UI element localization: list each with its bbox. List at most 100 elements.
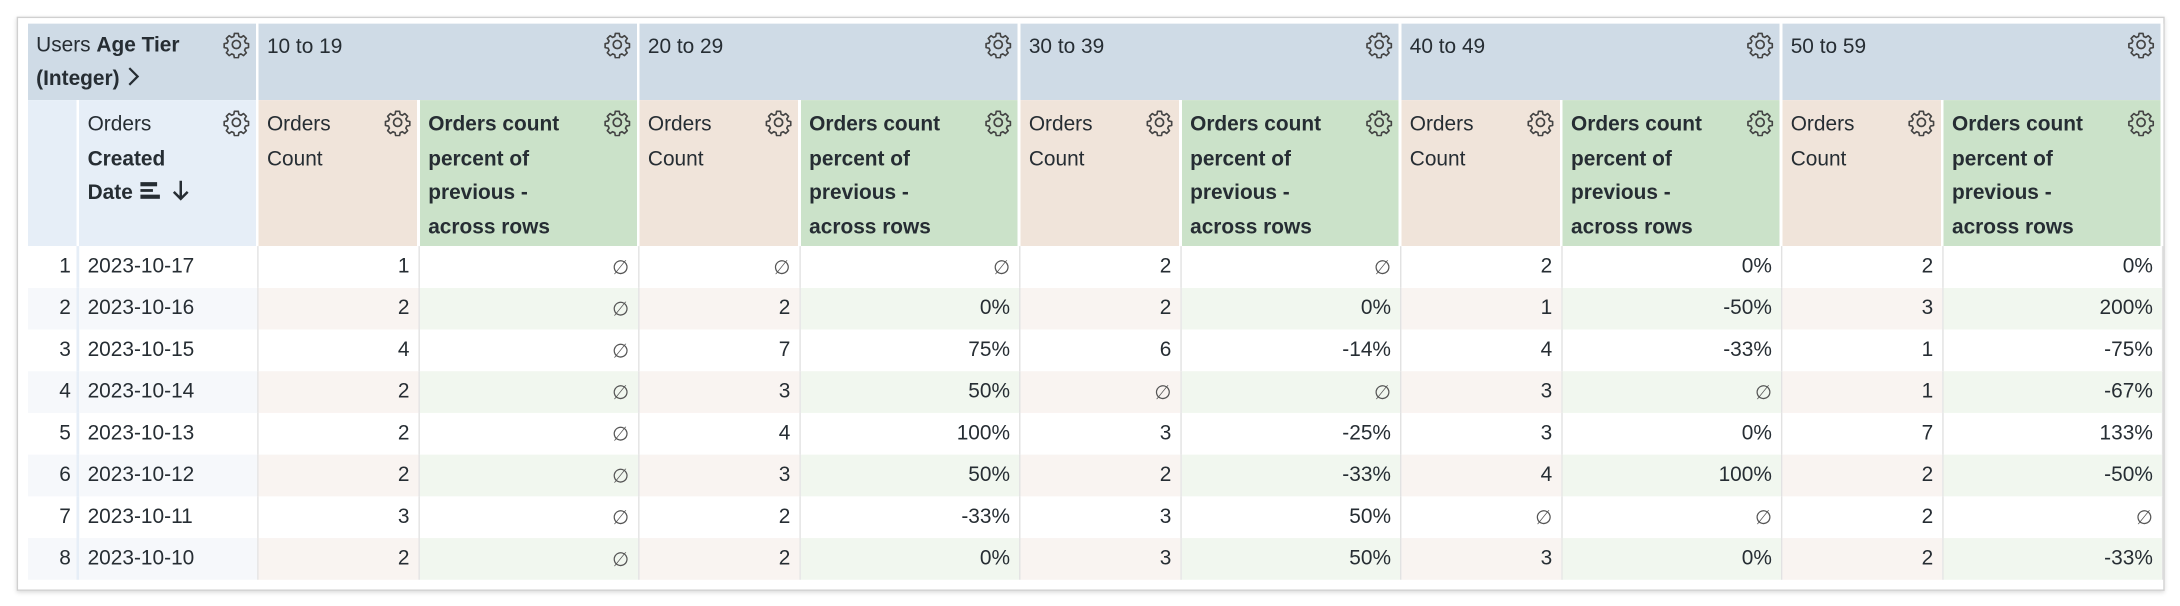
orders-percent-cell: 0%	[799, 287, 1020, 330]
orders-count-cell: 2	[257, 412, 420, 455]
measure-label: Count	[1028, 146, 1085, 171]
row-number: 3	[27, 329, 80, 372]
measure-label: Orders	[1790, 112, 1855, 137]
tier-header[interactable]: 50 to 59	[1780, 23, 2164, 101]
orders-percent-cell: 100%	[1561, 454, 1782, 497]
tier-header[interactable]: 40 to 49	[1400, 23, 1783, 101]
orders-count-cell: ∅	[1019, 371, 1182, 413]
tier-settings-gear-icon[interactable]	[984, 31, 1012, 59]
dimension-settings-gear-icon[interactable]	[222, 108, 250, 137]
measure-label: Orders count	[1951, 112, 2083, 137]
row-number: 8	[27, 538, 80, 580]
tier-label: 20 to 29	[647, 34, 724, 59]
orders-count-cell: 2	[1780, 454, 1943, 497]
arrow-down-icon[interactable]	[171, 179, 190, 201]
measure-label: percent of	[809, 146, 910, 171]
tier-settings-gear-icon[interactable]	[2127, 31, 2155, 59]
measure-settings-gear-icon[interactable]	[1527, 108, 1555, 137]
tier-settings-gear-icon[interactable]	[1746, 31, 1774, 59]
orders-percent-cell: 50%	[1180, 538, 1401, 580]
tier-header[interactable]: 10 to 19	[257, 23, 640, 101]
pivot-dimension-header[interactable]: Users Age Tier (Integer)	[27, 23, 259, 101]
orders-percent-cell: -33%	[1180, 454, 1401, 497]
tier-header[interactable]: 20 to 29	[638, 23, 1021, 101]
orders-count-cell: 4	[1400, 329, 1563, 372]
orders-count-cell: 3	[1400, 412, 1563, 455]
orders-percent-cell: 0%	[1942, 246, 2163, 288]
orders-percent-cell: -25%	[1180, 412, 1401, 455]
tier-settings-gear-icon[interactable]	[1365, 31, 1393, 59]
orders-count-header[interactable]: Orders Count	[638, 100, 801, 247]
created-date-cell: 2023-10-14	[77, 371, 258, 413]
orders-count-header[interactable]: Orders Count	[1780, 100, 1944, 247]
measure-settings-gear-icon[interactable]	[1907, 108, 1935, 137]
measure-settings-gear-icon[interactable]	[603, 108, 631, 137]
measure-label: Count	[1409, 146, 1466, 171]
orders-percent-cell: 200%	[1942, 287, 2163, 330]
row-number: 5	[27, 412, 80, 455]
orders-count-cell: 7	[1780, 412, 1943, 455]
dimension-header-created-date[interactable]: Orders Created Date	[77, 100, 259, 247]
orders-percent-header[interactable]: Orders count percent of previous - across r…	[1942, 100, 2164, 247]
table-row: 1 2023-10-17 1 ∅ ∅ ∅ 2 ∅ 2 0% 2 0%	[27, 246, 2163, 288]
orders-count-cell: 2	[1019, 454, 1182, 497]
orders-percent-cell: -33%	[1942, 538, 2163, 580]
orders-count-cell: 1	[1780, 371, 1943, 413]
measure-settings-gear-icon[interactable]	[765, 108, 793, 137]
measure-settings-gear-icon[interactable]	[2127, 108, 2155, 137]
tier-label: 50 to 59	[1790, 34, 1867, 59]
orders-count-cell: 2	[1780, 538, 1943, 580]
dimension-label: Orders	[87, 112, 152, 137]
measure-settings-gear-icon[interactable]	[384, 108, 412, 137]
tier-settings-gear-icon[interactable]	[603, 31, 631, 59]
measure-label: previous -	[1951, 180, 2052, 205]
chevron-right-icon[interactable]	[125, 67, 142, 86]
orders-count-cell: 3	[638, 454, 801, 497]
orders-percent-header[interactable]: Orders count percent of previous - across r…	[799, 100, 1021, 247]
tier-header[interactable]: 30 to 39	[1019, 23, 1402, 101]
orders-count-cell: 2	[257, 538, 420, 580]
orders-count-header[interactable]: Orders Count	[257, 100, 420, 247]
pivot-icon[interactable]	[139, 181, 161, 200]
orders-count-header[interactable]: Orders Count	[1019, 100, 1182, 247]
measure-settings-gear-icon[interactable]	[1746, 108, 1774, 137]
table-row: 2 2023-10-16 2 ∅ 2 0% 2 0% 1 -50% 3 200%	[27, 287, 2163, 330]
orders-percent-cell: 0%	[1180, 287, 1401, 330]
pivot-settings-gear-icon[interactable]	[222, 31, 250, 59]
measure-settings-gear-icon[interactable]	[1365, 108, 1393, 137]
orders-count-cell: 1	[1780, 329, 1943, 372]
orders-percent-cell: 0%	[799, 538, 1020, 580]
table-row: 3 2023-10-15 4 ∅ 7 75% 6 -14% 4 -33% 1 -75%	[27, 329, 2163, 372]
orders-count-cell: 2	[638, 287, 801, 330]
row-number: 7	[27, 496, 80, 539]
measure-label: percent of	[1951, 146, 2053, 171]
orders-count-cell: 2	[638, 538, 801, 580]
row-number: 2	[27, 287, 80, 330]
orders-percent-cell: ∅	[1561, 371, 1782, 413]
orders-count-cell: 3	[1019, 412, 1182, 455]
orders-percent-cell: 0%	[1561, 246, 1782, 288]
orders-percent-cell: ∅	[418, 329, 639, 372]
orders-percent-header[interactable]: Orders count percent of previous - across r…	[418, 100, 640, 247]
orders-percent-header[interactable]: Orders count percent of previous - across r…	[1561, 100, 1783, 247]
orders-percent-cell: ∅	[1942, 496, 2163, 539]
table-row: 7 2023-10-11 3 ∅ 2 -33% 3 50% ∅ ∅ 2 ∅	[27, 496, 2163, 539]
orders-count-cell: 4	[257, 329, 420, 372]
orders-count-header[interactable]: Orders Count	[1400, 100, 1563, 247]
measure-label: percent of	[1190, 146, 1291, 171]
orders-percent-cell: ∅	[418, 496, 639, 539]
measure-settings-gear-icon[interactable]	[984, 108, 1012, 137]
orders-count-cell: 3	[1400, 538, 1563, 580]
created-date-cell: 2023-10-11	[77, 496, 258, 539]
orders-count-cell: 6	[1019, 329, 1182, 372]
orders-percent-cell: -50%	[1942, 454, 2163, 497]
orders-count-cell: 3	[1780, 287, 1943, 330]
orders-percent-cell: 0%	[1561, 538, 1782, 580]
measure-settings-gear-icon[interactable]	[1146, 108, 1174, 137]
orders-percent-cell: -33%	[1561, 329, 1782, 372]
orders-count-cell: 2	[257, 454, 420, 497]
measure-label: previous -	[809, 180, 909, 205]
orders-percent-cell: ∅	[418, 246, 639, 288]
orders-percent-header[interactable]: Orders count percent of previous - across r…	[1180, 100, 1402, 247]
orders-count-cell: 1	[1400, 287, 1563, 330]
